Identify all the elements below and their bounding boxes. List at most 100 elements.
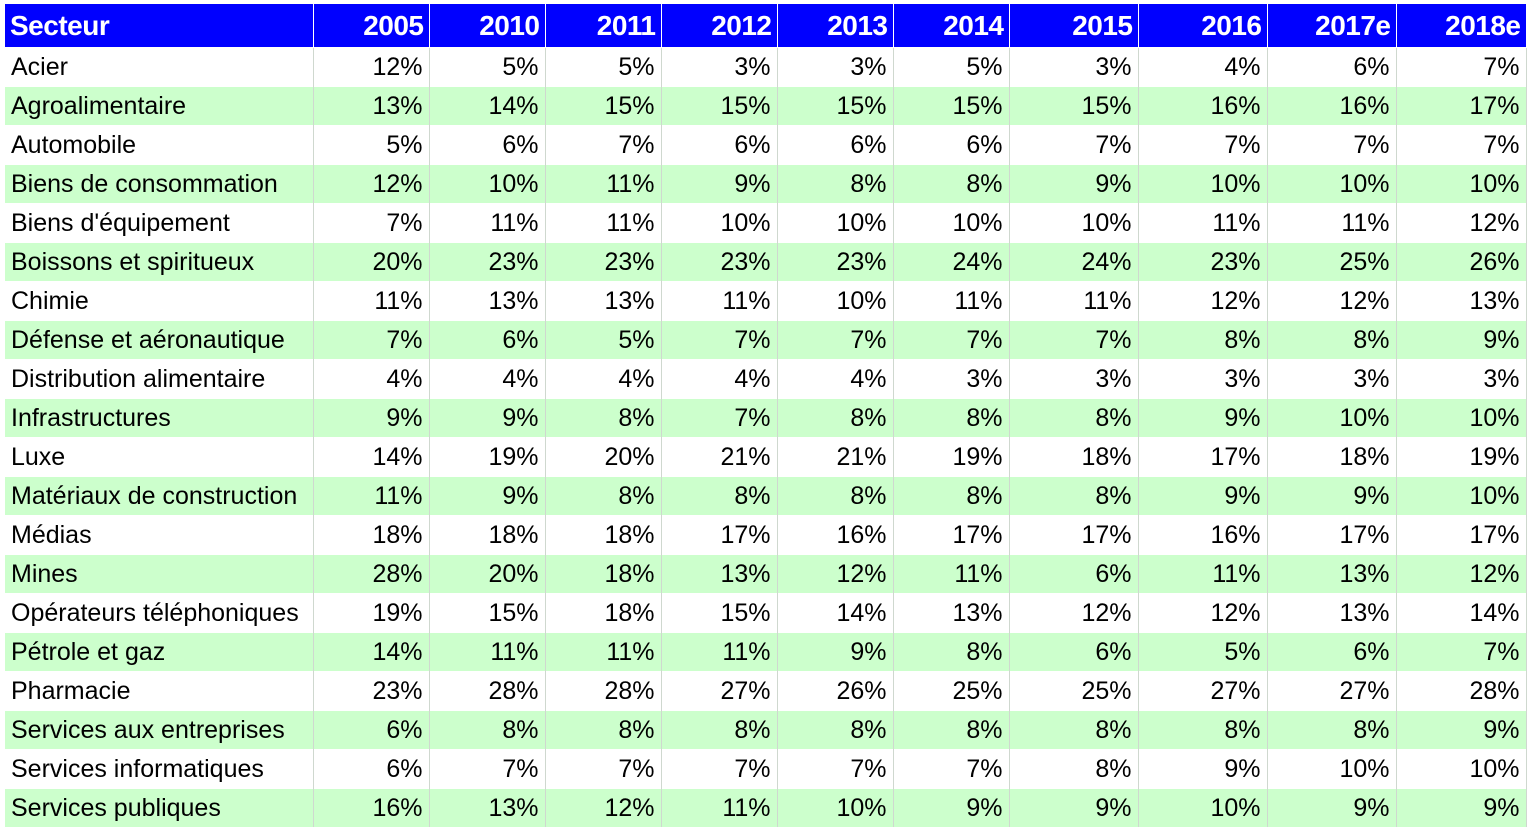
value-cell: 28%: [545, 671, 662, 711]
value-cell: 8%: [1009, 398, 1139, 438]
sector-name-cell: Chimie: [5, 281, 314, 321]
value-cell: 7%: [893, 749, 1010, 789]
value-cell: 14%: [313, 437, 430, 477]
value-cell: 5%: [545, 320, 662, 360]
value-cell: 19%: [1396, 437, 1527, 477]
table-row: Services informatiques 6% 7% 7% 7% 7% 7% 8% 9% 10…: [5, 749, 1527, 789]
value-cell: 5%: [545, 47, 662, 87]
value-cell: 14%: [777, 593, 894, 633]
value-cell: 6%: [661, 125, 778, 165]
value-cell: 12%: [1396, 203, 1527, 243]
value-cell: 14%: [429, 86, 546, 126]
value-cell: 9%: [777, 632, 894, 672]
value-cell: 9%: [1396, 788, 1527, 827]
value-cell: 21%: [777, 437, 894, 477]
sector-name-cell: Agroalimentaire: [5, 86, 314, 126]
value-cell: 6%: [313, 710, 430, 750]
value-cell: 7%: [545, 749, 662, 789]
value-cell: 8%: [893, 710, 1010, 750]
value-cell: 19%: [429, 437, 546, 477]
value-cell: 6%: [1009, 554, 1139, 594]
value-cell: 17%: [1267, 515, 1397, 555]
value-cell: 4%: [777, 359, 894, 399]
value-cell: 13%: [429, 788, 546, 827]
sector-name-cell: Boissons et spiritueux: [5, 242, 314, 282]
value-cell: 20%: [313, 242, 430, 282]
value-cell: 18%: [545, 554, 662, 594]
value-cell: 14%: [313, 632, 430, 672]
value-cell: 7%: [1396, 632, 1527, 672]
value-cell: 8%: [777, 164, 894, 204]
value-cell: 10%: [661, 203, 778, 243]
column-header-2015: 2015: [1009, 4, 1139, 48]
value-cell: 15%: [1009, 86, 1139, 126]
value-cell: 10%: [1267, 749, 1397, 789]
value-cell: 3%: [1267, 359, 1397, 399]
table-row: Luxe 14% 19% 20% 21% 21% 19% 18% 17% 18% 19%: [5, 437, 1527, 477]
sector-table-container: Secteur 2005 2010 2011 2012 2013 2014 20…: [5, 4, 1527, 827]
value-cell: 7%: [777, 749, 894, 789]
value-cell: 11%: [893, 281, 1010, 321]
value-cell: 3%: [1009, 47, 1139, 87]
value-cell: 7%: [313, 320, 430, 360]
sector-name-cell: Services informatiques: [5, 749, 314, 789]
value-cell: 13%: [313, 86, 430, 126]
value-cell: 8%: [545, 710, 662, 750]
value-cell: 9%: [1267, 788, 1397, 827]
value-cell: 6%: [1009, 632, 1139, 672]
value-cell: 8%: [777, 476, 894, 516]
column-header-2018e: 2018e: [1396, 4, 1527, 48]
value-cell: 5%: [1138, 632, 1268, 672]
value-cell: 13%: [661, 554, 778, 594]
value-cell: 18%: [545, 593, 662, 633]
value-cell: 10%: [429, 164, 546, 204]
value-cell: 11%: [429, 203, 546, 243]
value-cell: 7%: [661, 398, 778, 438]
value-cell: 8%: [661, 476, 778, 516]
value-cell: 9%: [1009, 788, 1139, 827]
value-cell: 10%: [1267, 164, 1397, 204]
sector-name-cell: Mines: [5, 554, 314, 594]
value-cell: 7%: [1138, 125, 1268, 165]
table-row: Services publiques 16% 13% 12% 11% 10% 9% 9% 10%…: [5, 788, 1527, 827]
value-cell: 28%: [313, 554, 430, 594]
value-cell: 18%: [313, 515, 430, 555]
value-cell: 12%: [1267, 281, 1397, 321]
table-row: Défense et aéronautique 7% 6% 5% 7% 7% 7% 7% 8% 8…: [5, 320, 1527, 360]
value-cell: 8%: [1009, 476, 1139, 516]
value-cell: 7%: [893, 320, 1010, 360]
value-cell: 14%: [1396, 593, 1527, 633]
value-cell: 9%: [1396, 320, 1527, 360]
value-cell: 9%: [1138, 476, 1268, 516]
value-cell: 8%: [545, 398, 662, 438]
value-cell: 7%: [777, 320, 894, 360]
table-row: Services aux entreprises 6% 8% 8% 8% 8% 8% 8% 8%…: [5, 710, 1527, 750]
value-cell: 23%: [429, 242, 546, 282]
value-cell: 23%: [313, 671, 430, 711]
sector-name-cell: Services aux entreprises: [5, 710, 314, 750]
value-cell: 8%: [1009, 749, 1139, 789]
value-cell: 9%: [893, 788, 1010, 827]
value-cell: 28%: [429, 671, 546, 711]
value-cell: 13%: [545, 281, 662, 321]
value-cell: 9%: [1138, 398, 1268, 438]
value-cell: 13%: [1267, 554, 1397, 594]
value-cell: 15%: [893, 86, 1010, 126]
value-cell: 8%: [893, 398, 1010, 438]
value-cell: 8%: [545, 476, 662, 516]
value-cell: 4%: [661, 359, 778, 399]
sector-name-cell: Pétrole et gaz: [5, 632, 314, 672]
column-header-sector: Secteur: [5, 4, 314, 48]
value-cell: 12%: [313, 164, 430, 204]
column-header-2012: 2012: [661, 4, 778, 48]
value-cell: 18%: [429, 515, 546, 555]
value-cell: 11%: [545, 203, 662, 243]
value-cell: 20%: [429, 554, 546, 594]
table-row: Matériaux de construction 11% 9% 8% 8% 8% 8% 8%…: [5, 476, 1527, 516]
value-cell: 7%: [545, 125, 662, 165]
value-cell: 8%: [893, 164, 1010, 204]
value-cell: 10%: [1267, 398, 1397, 438]
table-row: Médias 18% 18% 18% 17% 16% 17% 17% 16% 17% 17%: [5, 515, 1527, 555]
value-cell: 26%: [777, 671, 894, 711]
value-cell: 12%: [545, 788, 662, 827]
